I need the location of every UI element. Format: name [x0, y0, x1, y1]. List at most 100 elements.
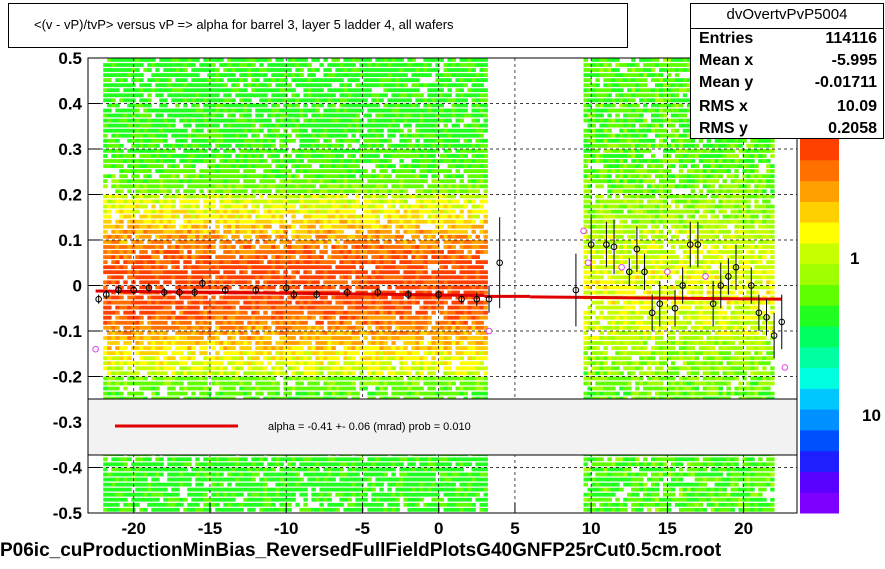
- heatmap-cell: [119, 346, 124, 350]
- heatmap-cell: [243, 472, 248, 477]
- heatmap-cell: [239, 361, 244, 366]
- heatmap-cell: [195, 497, 200, 502]
- heatmap-cell: [315, 376, 320, 381]
- heatmap-cell: [299, 189, 304, 194]
- heatmap-cell: [139, 391, 144, 396]
- heatmap-cell: [111, 113, 116, 118]
- heatmap-cell: [179, 341, 184, 345]
- heatmap-cell: [335, 391, 340, 396]
- heatmap-cell: [327, 214, 332, 219]
- heatmap-cell: [203, 351, 208, 355]
- heatmap-cell: [243, 331, 248, 335]
- heatmap-cell: [275, 63, 280, 67]
- heatmap-cell: [231, 184, 236, 189]
- heatmap-cell: [203, 341, 208, 345]
- heatmap-cell: [335, 386, 340, 391]
- heatmap-cell: [267, 386, 272, 391]
- heatmap-cell: [331, 184, 336, 189]
- heatmap-cell: [319, 507, 324, 512]
- heatmap-cell: [151, 371, 156, 376]
- heatmap-cell: [103, 366, 108, 371]
- heatmap-cell: [351, 189, 356, 194]
- heatmap-cell: [307, 78, 312, 82]
- heatmap-cell: [127, 270, 132, 275]
- heatmap-cell: [355, 73, 360, 77]
- heatmap-cell: [235, 179, 240, 184]
- heatmap-cell: [203, 58, 208, 62]
- heatmap-cell: [259, 234, 264, 239]
- heatmap-cell: [107, 194, 112, 199]
- heatmap-cell: [271, 123, 276, 128]
- heatmap-cell: [259, 255, 264, 259]
- heatmap-cell: [331, 472, 336, 477]
- heatmap-cell: [279, 179, 284, 184]
- heatmap-cell: [283, 502, 288, 507]
- heatmap-cell: [159, 285, 164, 290]
- heatmap-cell: [315, 280, 320, 285]
- heatmap-cell: [335, 169, 340, 173]
- heatmap-cell: [195, 78, 200, 82]
- heatmap-cell: [167, 194, 172, 199]
- heatmap-cell: [195, 300, 200, 305]
- heatmap-cell: [151, 250, 156, 254]
- heatmap-cell: [311, 93, 316, 98]
- heatmap-cell: [127, 224, 132, 229]
- heatmap-cell: [335, 164, 340, 168]
- heatmap-cell: [227, 179, 232, 184]
- heatmap-cell: [223, 315, 228, 320]
- heatmap-cell: [163, 174, 168, 179]
- heatmap-cell: [227, 199, 232, 204]
- heatmap-cell: [251, 209, 256, 214]
- heatmap-cell: [187, 305, 192, 310]
- heatmap-cell: [163, 123, 168, 128]
- heatmap-cell: [187, 199, 192, 204]
- heatmap-cell: [183, 113, 188, 118]
- heatmap-cell: [283, 376, 288, 381]
- heatmap-cell: [275, 487, 280, 492]
- heatmap-cell: [179, 204, 184, 209]
- heatmap-cell: [151, 477, 156, 482]
- heatmap-cell: [347, 300, 352, 305]
- heatmap-cell: [347, 351, 352, 355]
- heatmap-cell: [203, 214, 208, 219]
- heatmap-cell: [291, 214, 296, 219]
- heatmap-cell: [211, 336, 216, 340]
- heatmap-cell: [107, 93, 112, 98]
- heatmap-cell: [123, 133, 128, 138]
- heatmap-cell: [323, 386, 328, 391]
- heatmap-cell: [219, 154, 224, 158]
- heatmap-cell: [307, 240, 312, 244]
- heatmap-cell: [263, 88, 268, 93]
- heatmap-cell: [283, 285, 288, 290]
- heatmap-cell: [339, 98, 344, 103]
- heatmap-cell: [243, 209, 248, 214]
- heatmap-cell: [343, 300, 348, 305]
- heatmap-cell: [171, 336, 176, 340]
- heatmap-cell: [231, 214, 236, 219]
- heatmap-cell: [107, 164, 112, 168]
- heatmap-cell: [163, 214, 168, 219]
- heatmap-cell: [187, 457, 192, 462]
- heatmap-cell: [343, 361, 348, 366]
- heatmap-cell: [207, 325, 212, 330]
- heatmap-cell: [207, 457, 212, 462]
- heatmap-cell: [143, 149, 148, 153]
- heatmap-cell: [219, 300, 224, 305]
- heatmap-cell: [115, 341, 120, 345]
- heatmap-cell: [223, 341, 228, 345]
- heatmap-cell: [115, 371, 120, 376]
- heatmap-cell: [311, 255, 316, 259]
- heatmap-cell: [123, 245, 128, 249]
- heatmap-cell: [315, 169, 320, 173]
- heatmap-cell: [339, 88, 344, 93]
- heatmap-cell: [259, 224, 264, 229]
- heatmap-cell: [303, 467, 308, 472]
- heatmap-cell: [139, 331, 144, 335]
- heatmap-cell: [227, 240, 232, 244]
- heatmap-cell: [267, 189, 272, 194]
- heatmap-cell: [227, 315, 232, 320]
- heatmap-cell: [243, 133, 248, 138]
- heatmap-cell: [179, 366, 184, 371]
- heatmap-cell: [139, 88, 144, 93]
- heatmap-cell: [215, 58, 220, 62]
